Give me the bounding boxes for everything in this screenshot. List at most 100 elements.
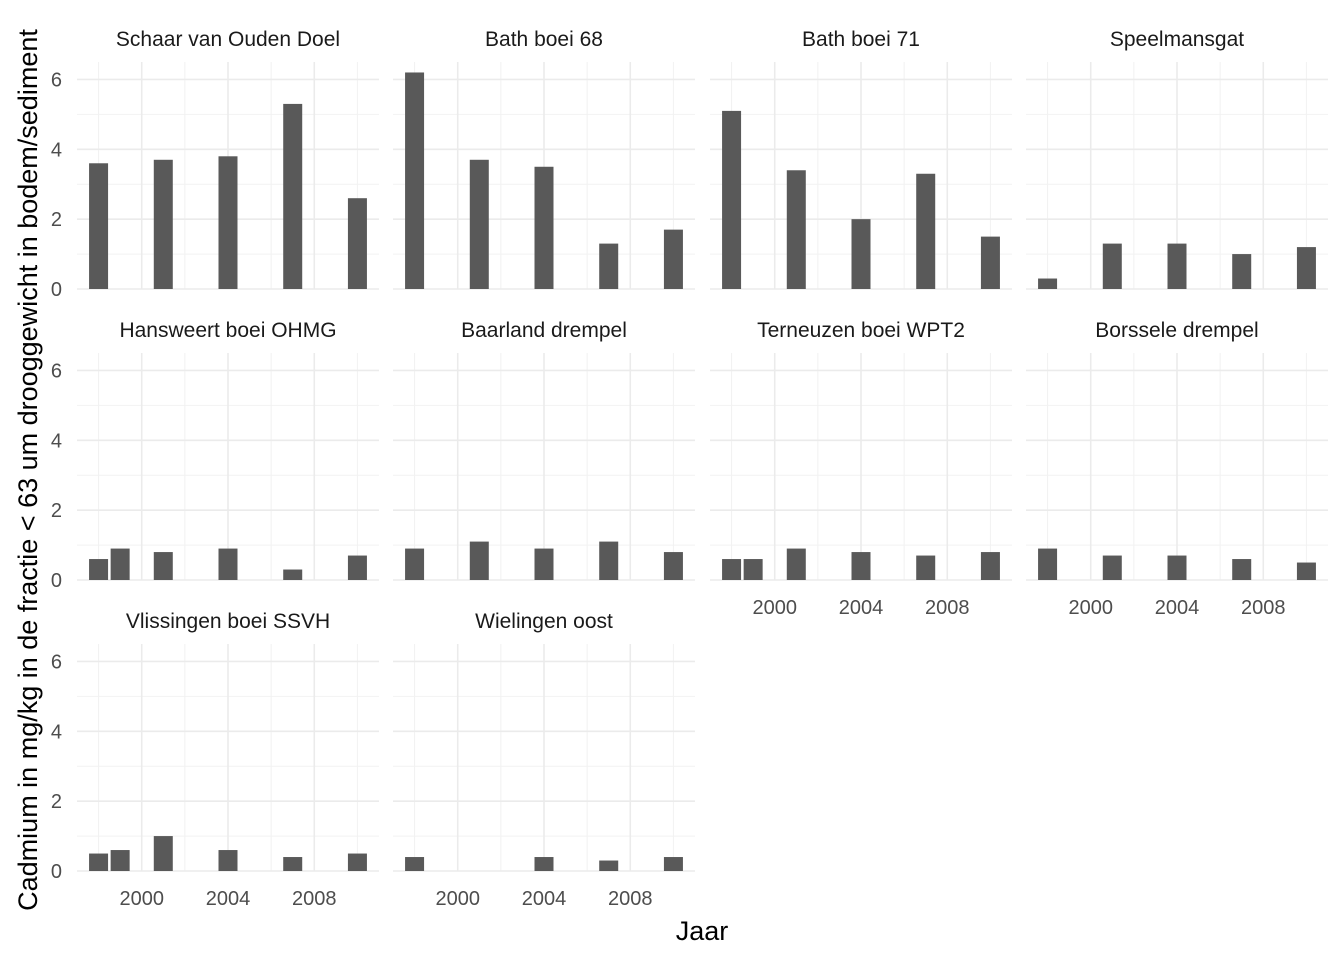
y-tick-label: 2 xyxy=(51,500,62,522)
x-tick-label: 2000 xyxy=(752,597,797,619)
bar xyxy=(851,552,871,580)
x-tick-label: 2000 xyxy=(119,888,164,910)
facet-panel: Baarland drempel xyxy=(393,319,695,581)
y-axis-title: Cadmium in mg/kg in de fractie < 63 um d… xyxy=(13,29,43,911)
bar xyxy=(980,552,1000,580)
facet-panel: Hansweert boei OHMG 0 2 4 6 xyxy=(51,319,379,592)
facet-title: Bath boei 68 xyxy=(485,28,603,51)
x-tick-label: 2008 xyxy=(1241,597,1286,619)
facet-panel: Schaar van Ouden Doel 0 2 4 6 xyxy=(51,28,379,301)
facet-title: Borssele drempel xyxy=(1095,319,1258,342)
y-tick-label: 6 xyxy=(51,651,62,673)
bar xyxy=(283,569,303,580)
facet-panel: Vlissingen boei SSVH 0 2 4 6 2000 2004 2008 xyxy=(51,610,379,910)
y-tick-label: 2 xyxy=(51,791,62,813)
x-tick-label: 2004 xyxy=(206,888,251,910)
bar xyxy=(534,548,554,580)
facet-title: Terneuzen boei WPT2 xyxy=(757,319,965,342)
bar xyxy=(469,541,489,580)
facet-panel: Borssele drempel 2000 2004 2008 xyxy=(1026,319,1328,619)
bar xyxy=(1102,243,1122,289)
y-tick-label: 6 xyxy=(51,69,62,91)
bar xyxy=(599,860,619,871)
facet-title: Schaar van Ouden Doel xyxy=(116,28,340,51)
bar xyxy=(1232,254,1252,289)
y-tick-label: 4 xyxy=(51,721,62,743)
facet-title: Wielingen oost xyxy=(475,610,613,633)
bar xyxy=(534,166,554,289)
x-tick-label: 2008 xyxy=(292,888,337,910)
x-tick-label: 2004 xyxy=(1155,597,1200,619)
bar xyxy=(980,236,1000,289)
bar xyxy=(89,853,109,871)
facet-panel: Bath boei 71 xyxy=(710,28,1012,290)
y-tick-label: 0 xyxy=(51,279,62,301)
bar xyxy=(405,72,425,289)
facet-panel: Wielingen oost 2000 2004 2008 xyxy=(393,610,695,910)
bar xyxy=(110,850,130,871)
bar xyxy=(1102,555,1122,580)
bar xyxy=(1167,243,1187,289)
bar xyxy=(786,170,806,289)
y-tick-label: 4 xyxy=(51,430,62,452)
bar xyxy=(1038,278,1058,289)
bar xyxy=(469,159,489,289)
bar xyxy=(153,159,173,289)
bar xyxy=(218,548,238,580)
bar xyxy=(283,103,303,290)
bar xyxy=(283,857,303,871)
bar xyxy=(722,110,742,290)
bar xyxy=(347,198,367,289)
facet-panel: Speelmansgat xyxy=(1026,28,1328,290)
bar xyxy=(1232,559,1252,580)
bar xyxy=(663,857,683,871)
y-tick-label: 0 xyxy=(51,570,62,592)
bar xyxy=(89,559,109,580)
y-tick-label: 6 xyxy=(51,360,62,382)
bar xyxy=(218,156,238,289)
bar xyxy=(347,555,367,580)
facet-panels: Schaar van Ouden Doel 0 2 4 6 Bath boei 68 Bat… xyxy=(51,28,1328,910)
bar xyxy=(599,243,619,289)
x-tick-label: 2000 xyxy=(1068,597,1113,619)
bar xyxy=(916,555,936,580)
x-tick-label: 2000 xyxy=(435,888,480,910)
bar xyxy=(1038,548,1058,580)
facet-title: Bath boei 71 xyxy=(802,28,920,51)
bar xyxy=(663,229,683,289)
bar xyxy=(110,548,130,580)
y-tick-label: 4 xyxy=(51,139,62,161)
facet-panel: Terneuzen boei WPT2 2000 2004 2008 xyxy=(710,319,1012,619)
bar xyxy=(534,857,554,871)
bar xyxy=(722,559,742,580)
bar xyxy=(786,548,806,580)
bar xyxy=(1167,555,1187,580)
x-tick-label: 2008 xyxy=(608,888,653,910)
bar xyxy=(743,559,763,580)
bar xyxy=(405,857,425,871)
bar xyxy=(1296,247,1316,289)
facet-title: Speelmansgat xyxy=(1110,28,1244,51)
bar xyxy=(89,163,109,289)
bar xyxy=(153,836,173,871)
facet-title: Hansweert boei OHMG xyxy=(119,319,336,342)
bar xyxy=(1296,562,1316,580)
bar xyxy=(851,219,871,289)
bar xyxy=(405,548,425,580)
y-tick-label: 2 xyxy=(51,209,62,231)
bar xyxy=(663,552,683,580)
x-axis-title: Jaar xyxy=(676,916,729,946)
x-tick-label: 2008 xyxy=(925,597,970,619)
y-tick-label: 0 xyxy=(51,861,62,883)
x-tick-label: 2004 xyxy=(839,597,884,619)
facet-title: Baarland drempel xyxy=(461,319,627,342)
facet-title: Vlissingen boei SSVH xyxy=(126,610,330,633)
x-tick-label: 2004 xyxy=(522,888,567,910)
bar xyxy=(599,541,619,580)
facet-panel: Bath boei 68 xyxy=(393,28,695,290)
bar xyxy=(347,853,367,871)
bar xyxy=(218,850,238,871)
bar xyxy=(153,552,173,580)
bar xyxy=(916,173,936,289)
